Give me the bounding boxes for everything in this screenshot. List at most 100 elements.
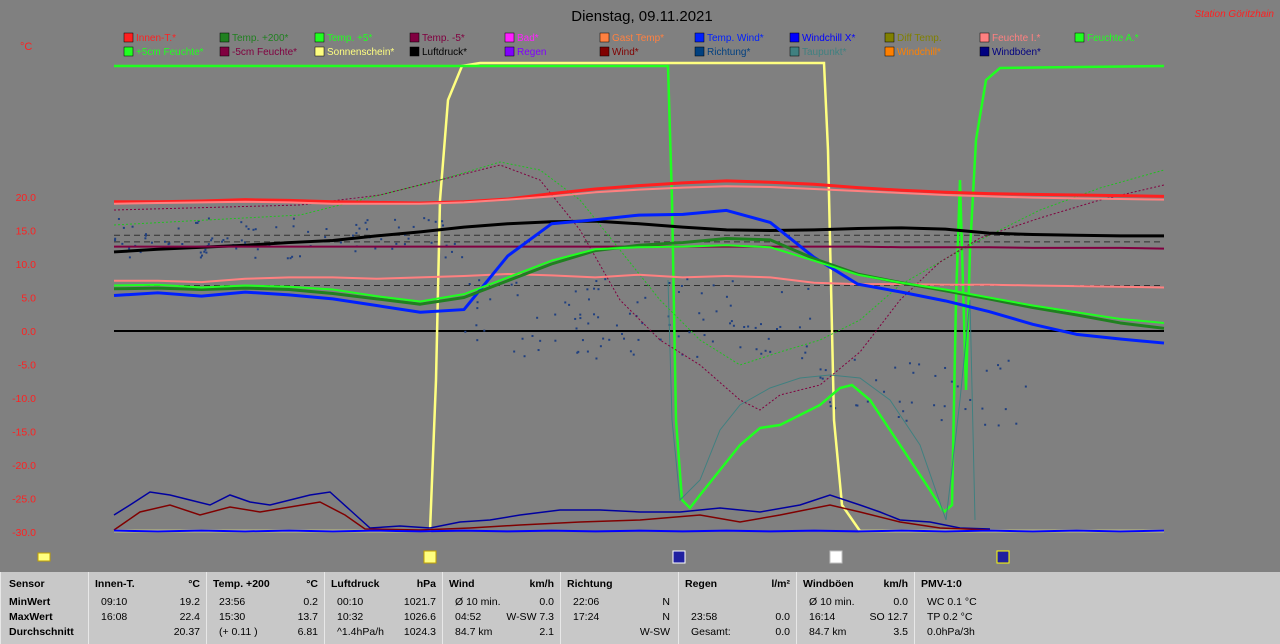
direction-dot bbox=[593, 313, 596, 316]
stats-cell: °C bbox=[188, 578, 200, 590]
direction-dot bbox=[597, 288, 600, 291]
direction-dot bbox=[444, 256, 447, 259]
direction-dot bbox=[240, 239, 243, 242]
legend-entry: Windchill* bbox=[897, 47, 941, 58]
direction-dot bbox=[536, 316, 539, 319]
direction-dot bbox=[632, 353, 635, 356]
legend-swatch bbox=[409, 32, 420, 43]
direction-dot bbox=[698, 312, 701, 315]
stats-cell: N bbox=[662, 611, 670, 623]
direction-dot bbox=[568, 303, 571, 306]
direction-dot bbox=[581, 339, 584, 342]
direction-dot bbox=[128, 247, 131, 250]
direction-dot bbox=[131, 225, 134, 228]
stats-cell: 22.4 bbox=[179, 611, 200, 623]
stats-cell: 6.81 bbox=[297, 626, 318, 638]
dewpoint-dotted bbox=[113, 164, 1165, 411]
stats-column: Regen l/m² 23:58 0.0 Gesamt: 0.0 bbox=[678, 572, 796, 644]
direction-dot bbox=[586, 288, 589, 291]
y-tick-label: 15.0 bbox=[16, 226, 37, 238]
legend-swatch bbox=[694, 32, 705, 43]
direction-dot bbox=[730, 320, 733, 323]
direction-dot bbox=[521, 337, 524, 340]
direction-dot bbox=[468, 283, 471, 286]
direction-dot bbox=[516, 294, 519, 297]
stats-cell: 20.37 bbox=[173, 626, 200, 638]
stats-cell: 09:10 bbox=[101, 596, 128, 608]
direction-dot bbox=[114, 239, 117, 242]
direction-dot bbox=[205, 251, 208, 254]
stats-cell: 19.2 bbox=[179, 596, 200, 608]
direction-dot bbox=[636, 301, 639, 304]
stats-cell: 0.0 bbox=[893, 596, 908, 608]
direction-dot bbox=[597, 316, 600, 319]
direction-dot bbox=[628, 312, 631, 315]
legend-entry: Gast Temp* bbox=[612, 33, 664, 44]
direction-dot bbox=[199, 251, 202, 254]
direction-dot bbox=[254, 256, 257, 259]
direction-dot bbox=[476, 307, 479, 310]
direction-dot bbox=[364, 221, 367, 224]
direction-dot bbox=[780, 291, 783, 294]
direction-dot bbox=[523, 355, 526, 358]
direction-dot bbox=[423, 217, 426, 220]
direction-dot bbox=[659, 338, 662, 341]
legend-entry: Sonnenschein* bbox=[327, 47, 394, 58]
stats-cell: SO 12.7 bbox=[869, 611, 908, 623]
direction-dot bbox=[144, 234, 147, 237]
direction-dot bbox=[595, 357, 598, 360]
plot-area bbox=[114, 64, 1164, 532]
direction-dot bbox=[247, 228, 250, 231]
direction-dot bbox=[391, 247, 394, 250]
direction-dot bbox=[177, 227, 180, 230]
direction-dot bbox=[478, 279, 481, 282]
stats-cell: Innen-T. bbox=[95, 578, 135, 590]
direction-dot bbox=[252, 228, 255, 231]
legend-entry: Temp. Wind* bbox=[707, 33, 764, 44]
direction-dot bbox=[403, 243, 406, 246]
direction-dot bbox=[199, 256, 202, 259]
legend-entry: Feuchte I.* bbox=[992, 33, 1040, 44]
direction-dot bbox=[668, 281, 671, 284]
direction-dot bbox=[829, 405, 832, 408]
direction-dot bbox=[985, 369, 988, 372]
direction-dot bbox=[644, 296, 647, 299]
y-tick-label: 5.0 bbox=[21, 293, 36, 305]
legend-swatch bbox=[884, 46, 895, 57]
legend-swatch bbox=[219, 32, 230, 43]
direction-dot bbox=[579, 313, 582, 316]
stats-cell: 84.7 km bbox=[809, 626, 847, 638]
stats-column: PMV-1:0 WC 0.1 °C TP 0.2 °C 0.0hPa/3h bbox=[914, 572, 1280, 644]
stats-cell: 2.1 bbox=[539, 626, 554, 638]
direction-dot bbox=[1015, 422, 1018, 425]
direction-dot bbox=[828, 401, 831, 404]
direction-dot bbox=[933, 404, 936, 407]
stats-column: Windböen km/h Ø 10 min. 0.0 16:14 SO 12.7 84.7… bbox=[796, 572, 914, 644]
direction-dot bbox=[114, 237, 117, 240]
direction-dot bbox=[902, 410, 905, 413]
stats-cell: Richtung bbox=[567, 578, 613, 590]
direction-dot bbox=[764, 349, 767, 352]
direction-dot bbox=[324, 236, 327, 239]
direction-dot bbox=[855, 404, 858, 407]
stats-cell: WC 0.1 °C bbox=[927, 596, 977, 608]
legend-entry: Innen-T.* bbox=[136, 33, 176, 44]
direction-dot bbox=[715, 310, 718, 313]
direction-dot bbox=[956, 385, 959, 388]
legend-swatch bbox=[599, 32, 610, 43]
direction-dot bbox=[292, 225, 295, 228]
direction-dot bbox=[804, 351, 807, 354]
direction-dot bbox=[289, 257, 292, 260]
direction-dot bbox=[450, 250, 453, 253]
direction-dot bbox=[181, 243, 184, 246]
legend-swatch bbox=[314, 46, 325, 57]
direction-dot bbox=[725, 295, 728, 298]
time-markers bbox=[37, 550, 1010, 564]
stats-cell: hPa bbox=[416, 578, 436, 590]
direction-dot bbox=[894, 366, 897, 369]
legend-entry: Wind* bbox=[612, 47, 639, 58]
direction-dot bbox=[981, 407, 984, 410]
moon-marker bbox=[996, 550, 1010, 564]
legend-swatch bbox=[789, 32, 800, 43]
direction-dot bbox=[404, 233, 407, 236]
